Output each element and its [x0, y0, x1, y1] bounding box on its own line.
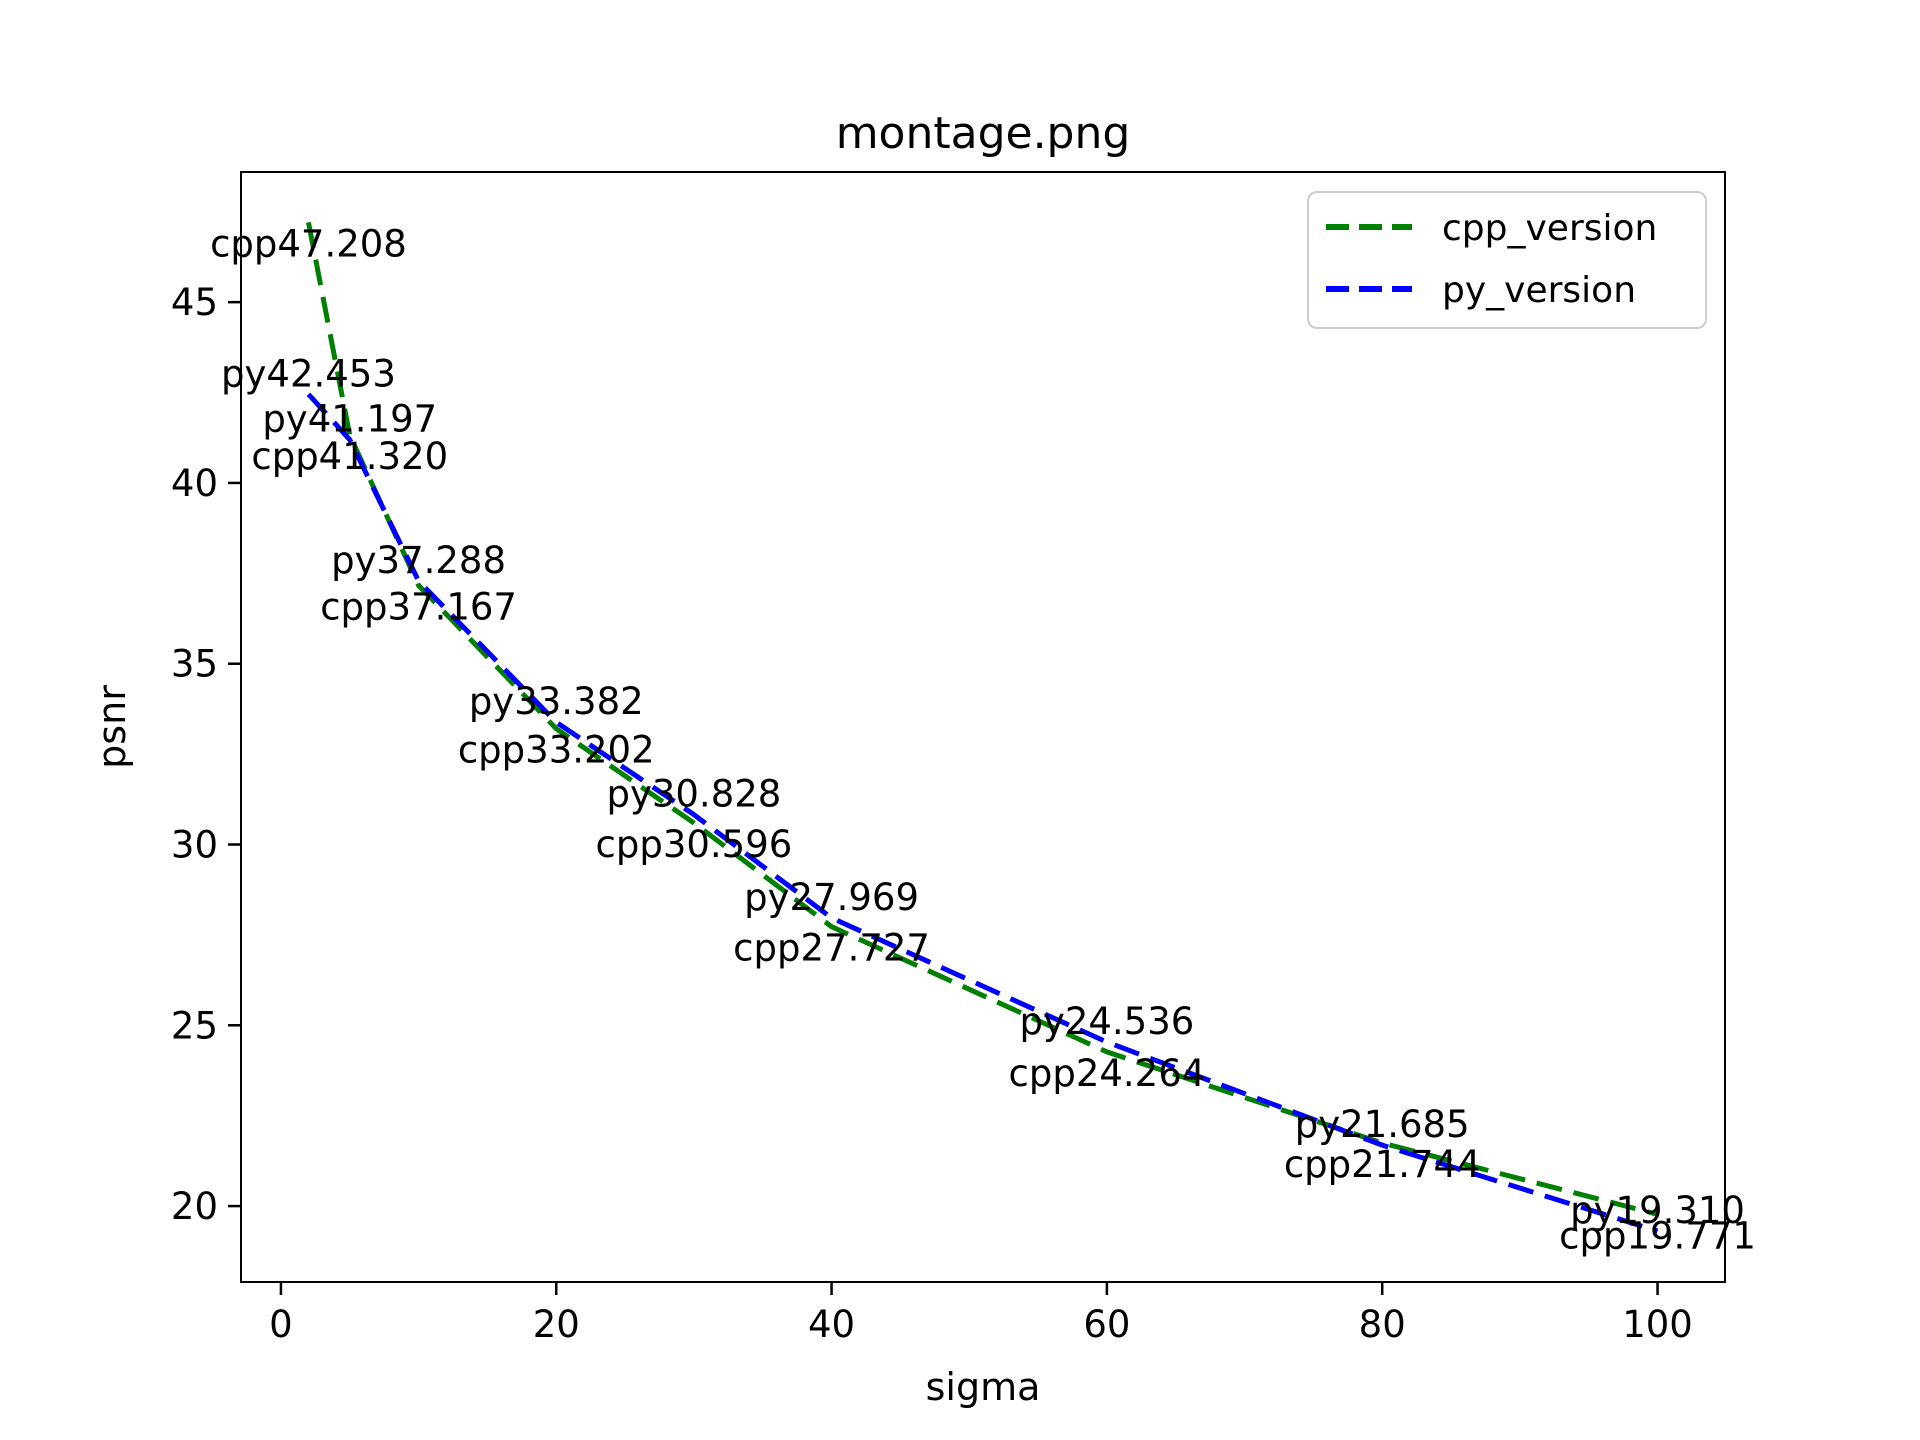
point-label-cpp_version: cpp24.264: [1009, 1052, 1206, 1095]
x-tick-label: 60: [1083, 1303, 1130, 1346]
legend: cpp_version py_version: [1307, 191, 1707, 329]
point-label-cpp_version: cpp19.771: [1559, 1214, 1756, 1257]
legend-label-cpp: cpp_version: [1442, 208, 1657, 249]
point-label-cpp_version: cpp41.320: [251, 435, 448, 478]
y-tick-label: 40: [171, 462, 218, 505]
point-label-py_version: py42.453: [221, 352, 396, 395]
y-tick-label: 45: [171, 281, 218, 324]
x-tick-label: 100: [1622, 1303, 1693, 1346]
x-tick-label: 0: [269, 1303, 293, 1346]
point-label-cpp_version: cpp47.208: [210, 222, 407, 265]
point-label-py_version: py24.536: [1019, 1000, 1194, 1043]
legend-label-py: py_version: [1442, 270, 1636, 311]
y-tick-label: 35: [171, 643, 218, 686]
y-axis-label: psnr: [90, 685, 134, 769]
point-label-py_version: py30.828: [606, 773, 781, 816]
point-label-py_version: py37.288: [331, 539, 506, 582]
x-tick-label: 80: [1359, 1303, 1406, 1346]
x-tick-label: 40: [808, 1303, 855, 1346]
point-label-cpp_version: cpp33.202: [458, 729, 655, 772]
chart-line-cpp_version: [306, 221, 1659, 1217]
series-lines: [306, 221, 1659, 1234]
point-label-cpp_version: cpp30.596: [596, 823, 793, 866]
y-tick-label: 25: [171, 1004, 218, 1047]
legend-entry-cpp: cpp_version: [1326, 208, 1657, 249]
x-tick-label: 20: [533, 1303, 580, 1346]
point-label-cpp_version: cpp27.727: [733, 927, 930, 970]
point-label-py_version: py27.969: [744, 876, 919, 919]
point-annotations: cpp47.208 cpp41.320 cpp37.167 cpp33.202 cpp3…: [210, 222, 1756, 1257]
point-label-cpp_version: cpp21.744: [1284, 1143, 1481, 1186]
point-label-py_version: py33.382: [469, 680, 644, 723]
point-label-cpp_version: cpp37.167: [320, 585, 517, 628]
point-label-py_version: py21.685: [1295, 1103, 1470, 1146]
x-axis-label: sigma: [926, 1365, 1041, 1409]
point-label-py_version: py19.310: [1570, 1189, 1745, 1232]
point-label-py_version: py41.197: [262, 398, 437, 441]
y-tick-label: 20: [171, 1185, 218, 1228]
y-tick-label: 30: [171, 824, 218, 867]
legend-entry-py: py_version: [1326, 270, 1636, 311]
chart-line-py_version: [306, 392, 1659, 1234]
plot-area-border: [240, 171, 1726, 1283]
x-axis-ticks: 0 20 40 60 80 100: [269, 1282, 1693, 1346]
y-axis-ticks: 20 25 30 35 40 45: [171, 281, 241, 1228]
chart-title: montage.png: [836, 108, 1131, 159]
